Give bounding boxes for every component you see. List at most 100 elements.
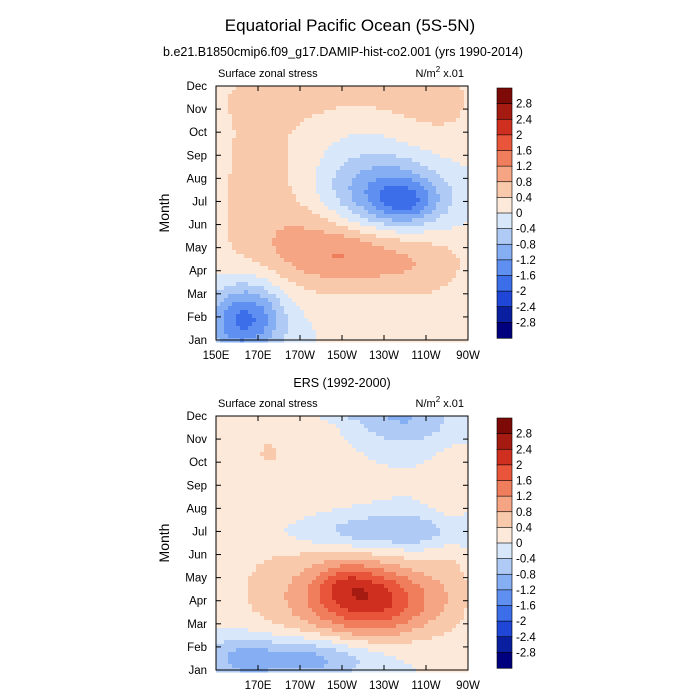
heat-cell xyxy=(396,322,401,327)
heat-cell xyxy=(252,258,257,263)
heat-cell xyxy=(456,154,461,159)
heat-cell xyxy=(276,170,281,175)
heat-cell xyxy=(432,444,437,449)
heat-cell xyxy=(456,182,461,187)
heat-cell xyxy=(456,238,461,243)
heat-cell xyxy=(452,130,457,135)
heat-cell xyxy=(432,274,437,279)
heat-cell xyxy=(244,238,249,243)
heat-cell xyxy=(336,306,341,311)
heat-cell xyxy=(444,274,449,279)
heat-cell xyxy=(320,432,325,437)
heat-cell xyxy=(328,278,333,283)
heat-cell xyxy=(312,254,317,259)
heat-cell xyxy=(392,206,397,211)
heat-cell xyxy=(344,234,349,239)
heat-cell xyxy=(276,166,281,171)
heat-cell xyxy=(436,456,441,461)
heat-cell xyxy=(336,258,341,263)
heat-cell xyxy=(280,138,285,143)
heat-cell xyxy=(444,98,449,103)
heat-cell xyxy=(272,102,277,107)
heat-cell xyxy=(428,98,433,103)
heat-cell xyxy=(228,162,233,167)
heat-cell xyxy=(424,234,429,239)
heat-cell xyxy=(380,298,385,303)
heat-cell xyxy=(264,166,269,171)
heat-cell xyxy=(276,134,281,139)
heat-cell xyxy=(280,468,285,473)
heat-cell xyxy=(308,262,313,267)
heat-cell xyxy=(388,468,393,473)
heat-cell xyxy=(232,226,237,231)
heat-cell xyxy=(304,306,309,311)
heat-cell xyxy=(440,250,445,255)
heat-cell xyxy=(316,234,321,239)
heat-cell xyxy=(280,432,285,437)
heat-cell xyxy=(380,206,385,211)
heat-cell xyxy=(432,222,437,227)
heat-cell xyxy=(292,432,297,437)
variable-label: Surface zonal stress xyxy=(218,68,318,80)
heat-cell xyxy=(344,182,349,187)
heat-cell xyxy=(448,270,453,275)
heat-cell xyxy=(384,306,389,311)
heat-cell xyxy=(244,230,249,235)
heat-cell xyxy=(264,86,269,91)
heat-cell xyxy=(420,86,425,91)
heat-cell xyxy=(280,102,285,107)
heat-cell xyxy=(336,94,341,99)
heat-cell xyxy=(260,250,265,255)
heat-cell xyxy=(364,222,369,227)
heat-cell xyxy=(380,420,385,425)
heat-cell xyxy=(432,424,437,429)
heat-cell xyxy=(300,456,305,461)
heat-cell xyxy=(460,174,465,179)
heat-cell xyxy=(456,456,461,461)
heat-cell xyxy=(248,90,253,95)
heat-cell xyxy=(428,290,433,295)
heat-cell xyxy=(324,222,329,227)
heat-cell xyxy=(348,198,353,203)
heat-cell xyxy=(432,126,437,131)
heat-cell xyxy=(364,90,369,95)
heat-cell xyxy=(236,134,241,139)
heat-cell xyxy=(284,118,289,123)
heat-cell xyxy=(244,416,249,421)
heat-cell xyxy=(236,286,241,291)
heat-cell xyxy=(224,114,229,119)
heat-cell xyxy=(340,452,345,457)
heat-cell xyxy=(448,428,453,433)
heat-cell xyxy=(272,154,277,159)
heat-cell xyxy=(456,202,461,207)
heat-cell xyxy=(416,142,421,147)
heat-cell xyxy=(228,130,233,135)
heat-cell xyxy=(224,162,229,167)
heat-cell xyxy=(404,202,409,207)
heat-cell xyxy=(292,452,297,457)
heat-cell xyxy=(236,294,241,299)
heat-cell xyxy=(444,202,449,207)
heat-cell xyxy=(316,206,321,211)
heat-cell xyxy=(328,210,333,215)
heat-cell xyxy=(244,274,249,279)
heat-cell xyxy=(424,420,429,425)
heat-cell xyxy=(300,266,305,271)
heat-cell xyxy=(340,194,345,199)
heat-cell xyxy=(312,326,317,331)
heat-cell xyxy=(400,162,405,167)
heat-cell xyxy=(416,262,421,267)
heat-cell xyxy=(360,246,365,251)
heat-cell xyxy=(236,444,241,449)
heat-cell xyxy=(444,126,449,131)
heat-cell xyxy=(384,440,389,445)
heat-cell xyxy=(404,110,409,115)
heat-cell xyxy=(400,448,405,453)
heat-cell xyxy=(300,298,305,303)
heat-cell xyxy=(464,420,469,425)
heat-cell xyxy=(424,318,429,323)
heat-cell xyxy=(440,130,445,135)
heat-cell xyxy=(292,234,297,239)
heat-cell xyxy=(416,334,421,339)
heat-cell xyxy=(336,298,341,303)
